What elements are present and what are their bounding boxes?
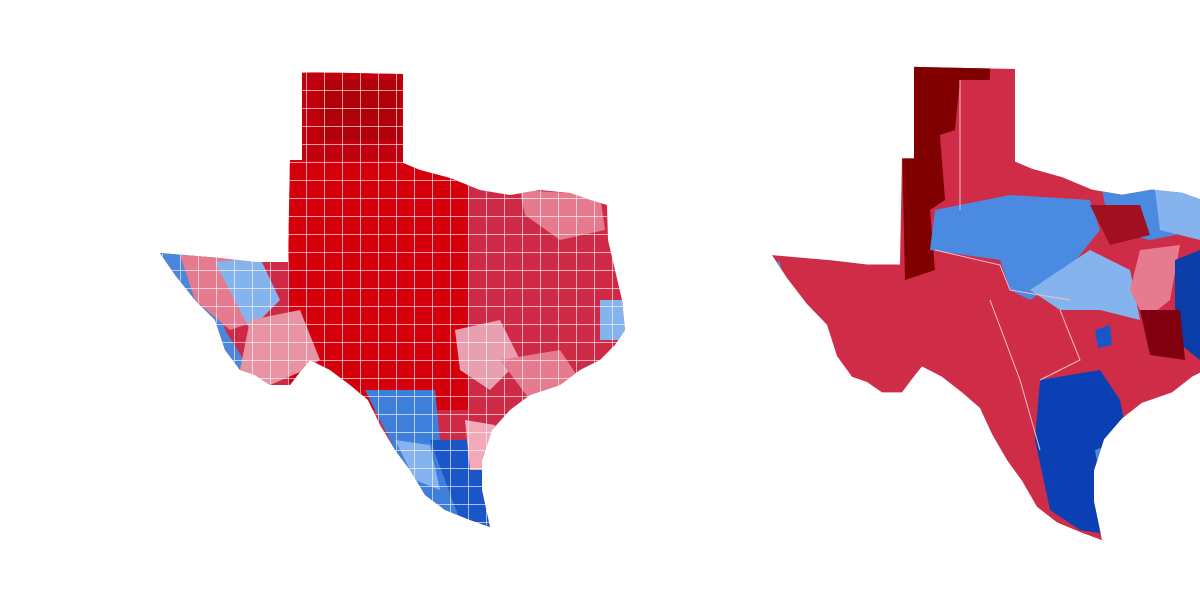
region [1095, 325, 1112, 348]
region [1090, 205, 1150, 245]
district-borders [934, 80, 1081, 451]
region [1030, 250, 1140, 320]
region [1155, 185, 1200, 240]
region [900, 66, 990, 280]
region [1130, 245, 1180, 320]
county-map [160, 72, 625, 527]
county-borders [160, 72, 625, 527]
district-map [772, 66, 1200, 541]
region [1095, 440, 1140, 535]
region [1140, 310, 1185, 360]
